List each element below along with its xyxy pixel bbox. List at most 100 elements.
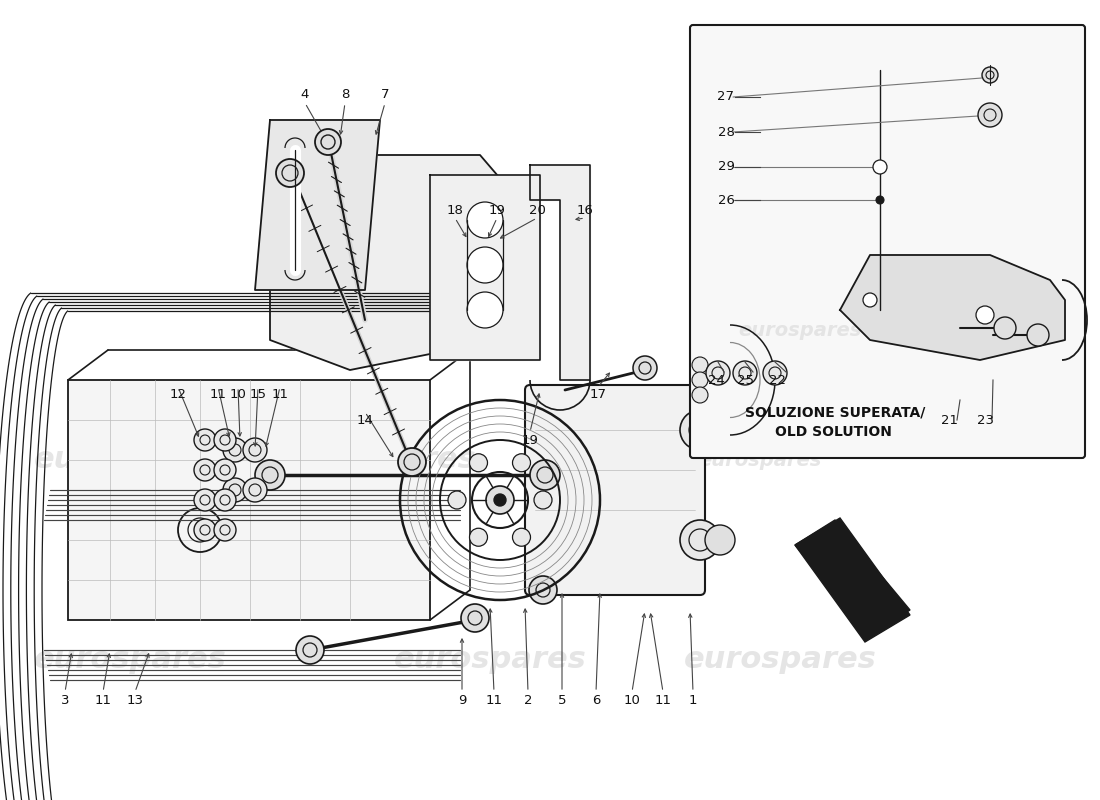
Text: 19: 19 — [488, 203, 505, 217]
Circle shape — [194, 519, 216, 541]
Circle shape — [194, 489, 216, 511]
Circle shape — [705, 525, 735, 555]
Text: 12: 12 — [169, 389, 187, 402]
Text: 23: 23 — [977, 414, 993, 426]
Text: eurospares: eurospares — [394, 646, 586, 674]
Circle shape — [513, 454, 530, 472]
Circle shape — [276, 159, 304, 187]
Text: 8: 8 — [341, 89, 349, 102]
Text: eurospares: eurospares — [738, 321, 861, 339]
Text: 28: 28 — [717, 126, 735, 138]
Text: 26: 26 — [717, 194, 735, 206]
Text: eurospares: eurospares — [34, 446, 227, 474]
Text: 25: 25 — [737, 374, 754, 386]
Circle shape — [692, 387, 708, 403]
Text: 5: 5 — [558, 694, 566, 706]
Text: 15: 15 — [250, 389, 266, 402]
Text: 11: 11 — [209, 389, 227, 402]
Polygon shape — [840, 255, 1065, 360]
Circle shape — [876, 196, 884, 204]
Circle shape — [315, 129, 341, 155]
Circle shape — [692, 357, 708, 373]
Text: eurospares: eurospares — [683, 646, 877, 674]
Polygon shape — [530, 165, 590, 380]
Circle shape — [632, 356, 657, 380]
Text: 10: 10 — [230, 389, 246, 402]
Circle shape — [873, 160, 887, 174]
Text: 13: 13 — [126, 694, 143, 706]
Polygon shape — [270, 155, 510, 370]
Circle shape — [529, 576, 557, 604]
Circle shape — [470, 528, 487, 546]
Circle shape — [243, 478, 267, 502]
Circle shape — [680, 410, 720, 450]
Circle shape — [194, 429, 216, 451]
Circle shape — [1027, 324, 1049, 346]
Circle shape — [530, 460, 560, 490]
Circle shape — [243, 438, 267, 462]
Circle shape — [214, 489, 236, 511]
Circle shape — [994, 317, 1016, 339]
Text: 2: 2 — [524, 694, 532, 706]
Circle shape — [763, 361, 786, 385]
Polygon shape — [795, 518, 910, 642]
Polygon shape — [795, 520, 910, 635]
Text: 11: 11 — [95, 694, 111, 706]
Text: 7: 7 — [381, 89, 389, 102]
Circle shape — [214, 429, 236, 451]
FancyBboxPatch shape — [525, 385, 705, 595]
Text: SOLUZIONE SUPERATA/: SOLUZIONE SUPERATA/ — [745, 405, 925, 419]
Circle shape — [468, 247, 503, 283]
Circle shape — [486, 486, 514, 514]
Text: 11: 11 — [272, 389, 288, 402]
Text: 9: 9 — [458, 694, 466, 706]
Circle shape — [978, 103, 1002, 127]
Text: 24: 24 — [707, 374, 725, 386]
Circle shape — [534, 491, 552, 509]
Text: 22: 22 — [770, 374, 786, 386]
Circle shape — [461, 604, 490, 632]
Circle shape — [214, 459, 236, 481]
Circle shape — [223, 438, 248, 462]
Circle shape — [223, 478, 248, 502]
Circle shape — [255, 460, 285, 490]
Text: 29: 29 — [717, 161, 735, 174]
Text: eurospares: eurospares — [698, 450, 822, 470]
Text: 6: 6 — [592, 694, 601, 706]
Polygon shape — [255, 120, 380, 290]
Text: 4: 4 — [300, 89, 309, 102]
Text: 10: 10 — [624, 694, 640, 706]
Text: 21: 21 — [942, 414, 958, 426]
Circle shape — [468, 292, 503, 328]
Text: eurospares: eurospares — [34, 646, 227, 674]
Circle shape — [982, 67, 998, 83]
Text: 19: 19 — [521, 434, 538, 446]
Text: 14: 14 — [356, 414, 373, 426]
Circle shape — [194, 459, 216, 481]
Circle shape — [692, 372, 708, 388]
Circle shape — [864, 293, 877, 307]
Text: 27: 27 — [717, 90, 735, 103]
Polygon shape — [430, 175, 540, 360]
Text: eurospares: eurospares — [284, 446, 476, 474]
Text: 11: 11 — [485, 694, 503, 706]
Text: 18: 18 — [447, 203, 463, 217]
Text: 20: 20 — [529, 203, 546, 217]
Circle shape — [494, 494, 506, 506]
Bar — [68, 380, 430, 620]
Circle shape — [705, 415, 735, 445]
Text: 3: 3 — [60, 694, 69, 706]
Text: 17: 17 — [590, 389, 606, 402]
FancyBboxPatch shape — [690, 25, 1085, 458]
Circle shape — [214, 519, 236, 541]
Circle shape — [398, 448, 426, 476]
Circle shape — [468, 202, 503, 238]
Text: 11: 11 — [654, 694, 671, 706]
Circle shape — [976, 306, 994, 324]
Text: OLD SOLUTION: OLD SOLUTION — [776, 425, 892, 439]
Text: 16: 16 — [576, 203, 593, 217]
Text: 1: 1 — [689, 694, 697, 706]
Circle shape — [733, 361, 757, 385]
Circle shape — [448, 491, 466, 509]
Circle shape — [296, 636, 324, 664]
